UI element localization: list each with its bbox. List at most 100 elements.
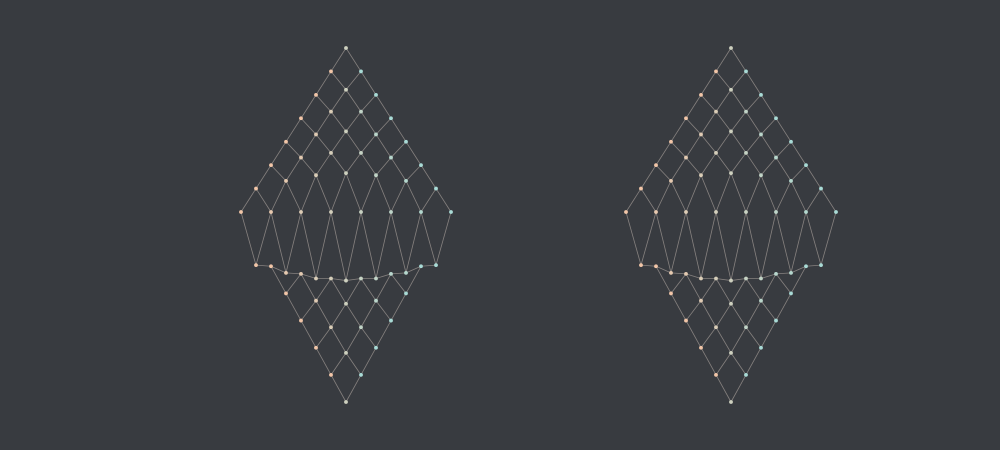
lattice-edge [760, 300, 777, 321]
lattice-node [774, 210, 778, 214]
lattice-edge [375, 211, 392, 279]
lattice-node [359, 276, 363, 281]
lattice-node [744, 210, 748, 214]
lattice-edge [405, 141, 422, 166]
lattice-edge [345, 303, 362, 328]
lattice-edge [625, 188, 642, 213]
lattice-node [314, 298, 318, 303]
lattice-node [744, 69, 748, 74]
lattice-edge [420, 164, 437, 189]
lattice-edge [405, 211, 422, 273]
lattice-node [284, 178, 288, 183]
lattice-node [729, 278, 733, 283]
lattice-edge [625, 211, 642, 266]
lattice-node [434, 186, 438, 191]
lattice-edge [760, 134, 777, 158]
lattice-node [699, 173, 703, 178]
lattice-node [714, 210, 718, 214]
lattice-edge [745, 94, 762, 112]
lattice-edge [405, 164, 422, 182]
lattice-edge [345, 152, 362, 174]
lattice-node [299, 210, 303, 214]
lattice-edge [775, 273, 792, 294]
lattice-node [729, 171, 733, 176]
lattice-node [419, 163, 423, 168]
lattice-edge [315, 278, 332, 301]
lattice-edge [330, 211, 347, 281]
lattice-edge [760, 118, 777, 135]
lattice-edge [435, 211, 452, 266]
lattice-edge [655, 141, 672, 166]
lattice-node [669, 270, 673, 275]
lattice-node [329, 151, 333, 155]
lattice-edge [685, 118, 702, 135]
lattice-edge [390, 180, 407, 213]
lattice-edge [285, 180, 302, 213]
lattice-edge [730, 47, 747, 72]
lattice-edge [715, 111, 732, 132]
lattice-node [314, 92, 318, 97]
lattice-node [729, 46, 733, 50]
lattice-node [714, 109, 718, 114]
lattice-edge [390, 273, 407, 294]
lattice-node [299, 271, 303, 276]
lattice-node [314, 276, 318, 281]
lattice-edge [760, 94, 777, 119]
lattice-edge [670, 211, 687, 273]
lattice-edge [820, 211, 837, 266]
lattice-node [774, 116, 778, 121]
lattice-edge [405, 180, 422, 213]
lattice-edge [405, 266, 422, 294]
lattice-edge [700, 134, 717, 154]
lattice-edge [285, 211, 302, 273]
lattice-node [759, 132, 763, 137]
lattice-edge [375, 300, 392, 321]
lattice-edge [655, 211, 672, 273]
lattice-edge [685, 300, 702, 321]
lattice-node [759, 298, 763, 303]
lattice-edge [330, 152, 347, 174]
lattice-node [654, 264, 658, 269]
lattice-edge [715, 278, 732, 304]
lattice-edge [375, 94, 392, 119]
lattice-edge [670, 118, 687, 142]
lattice-edge [330, 71, 347, 90]
lattice-node [729, 400, 733, 404]
lattice-edge [360, 327, 377, 348]
lattice-edge [700, 94, 717, 112]
lattice-edge [700, 175, 717, 213]
lattice-node [239, 210, 243, 214]
lattice-edge [805, 188, 822, 213]
lattice-node [624, 210, 628, 214]
lattice-node [729, 87, 733, 92]
lattice-edge [775, 118, 792, 142]
lattice-node [639, 186, 643, 191]
lattice-edge [715, 71, 732, 90]
lattice-node [344, 129, 348, 134]
lattice-node [804, 210, 808, 214]
lattice-node [774, 155, 778, 160]
lattice-edge [360, 134, 377, 154]
lattice-edge [315, 175, 332, 213]
lattice-edge [345, 71, 362, 90]
lattice-edge [300, 273, 317, 301]
lattice-edge [670, 273, 687, 294]
lattice-node [819, 186, 823, 191]
lattice-edge [730, 352, 747, 376]
lattice-node [699, 276, 703, 281]
lattice-edge [300, 273, 317, 279]
lattice-edge [790, 180, 807, 213]
lattice-edge [715, 89, 732, 112]
lattice-node [359, 325, 363, 330]
lattice-edge [360, 347, 377, 376]
lattice-node [344, 278, 348, 283]
lattice-node [389, 318, 393, 323]
lattice-edge [255, 264, 272, 267]
lattice-node [344, 46, 348, 50]
lattice-edge [805, 164, 822, 189]
lattice-node [329, 69, 333, 74]
lattice-node [374, 92, 378, 97]
lattice-edge [715, 374, 732, 403]
lattice-node [284, 291, 288, 296]
lattice-node [404, 291, 408, 296]
